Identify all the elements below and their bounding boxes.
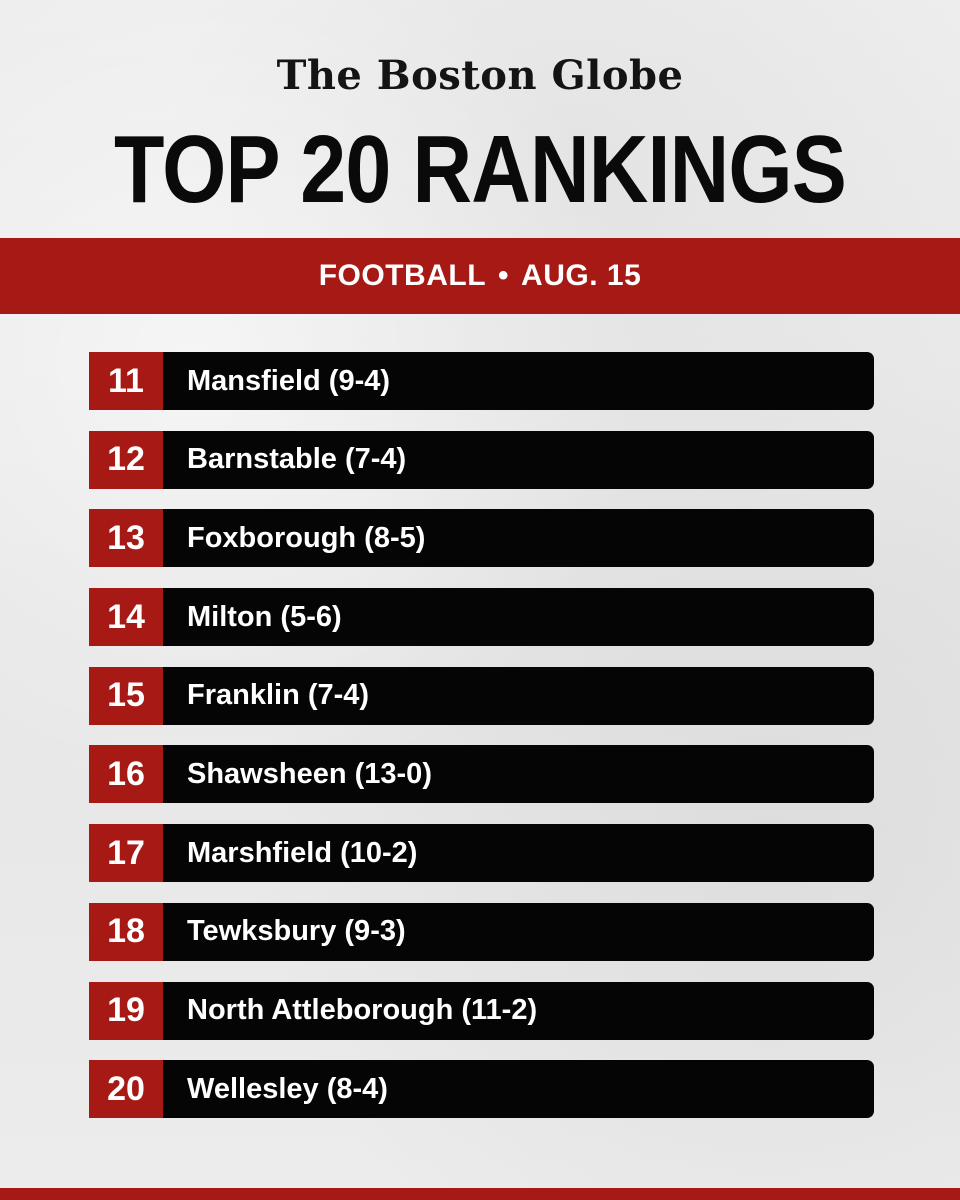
rankings-list: 11 Mansfield (9-4) 12 Barnstable (7-4) 1…	[89, 352, 874, 1139]
team-record: Foxborough (8-5)	[163, 509, 874, 568]
band-label: FOOTBALL • AUG. 15	[319, 259, 642, 293]
ranking-row: 13 Foxborough (8-5)	[89, 509, 874, 568]
team-record: Milton (5-6)	[163, 588, 874, 647]
rank-number: 17	[89, 824, 163, 883]
band-separator: •	[498, 259, 510, 292]
ranking-row: 15 Franklin (7-4)	[89, 666, 874, 725]
rank-number: 14	[89, 588, 163, 647]
team-record: Wellesley (8-4)	[163, 1060, 874, 1119]
team-record: Barnstable (7-4)	[163, 430, 874, 489]
rank-number: 13	[89, 509, 163, 568]
ranking-row: 14 Milton (5-6)	[89, 588, 874, 647]
page-title: TOP 20 RANKINGS	[114, 116, 847, 223]
ranking-row: 16 Shawsheen (13-0)	[89, 745, 874, 804]
rank-number: 12	[89, 430, 163, 489]
ranking-row: 18 Tewksbury (9-3)	[89, 902, 874, 961]
rank-number: 19	[89, 981, 163, 1040]
team-record: Mansfield (9-4)	[163, 352, 874, 410]
ranking-row: 20 Wellesley (8-4)	[89, 1060, 874, 1119]
sport-label: FOOTBALL	[318, 259, 487, 292]
bottom-accent-bar	[0, 1188, 960, 1200]
team-record: North Attleborough (11-2)	[163, 981, 874, 1040]
ranking-row: 11 Mansfield (9-4)	[89, 352, 874, 410]
rank-number: 20	[89, 1060, 163, 1119]
team-record: Marshfield (10-2)	[163, 824, 874, 883]
ranking-row: 12 Barnstable (7-4)	[89, 430, 874, 489]
rank-number: 16	[89, 745, 163, 804]
rank-number: 11	[89, 352, 163, 410]
masthead-logo: The Boston Globe	[276, 52, 684, 99]
rank-number: 15	[89, 666, 163, 725]
sport-date-band: FOOTBALL • AUG. 15	[0, 238, 960, 314]
date-label: AUG. 15	[521, 259, 642, 292]
rank-number: 18	[89, 902, 163, 961]
team-record: Shawsheen (13-0)	[163, 745, 874, 804]
team-record: Tewksbury (9-3)	[163, 902, 874, 961]
ranking-row: 19 North Attleborough (11-2)	[89, 981, 874, 1040]
team-record: Franklin (7-4)	[163, 666, 874, 725]
ranking-row: 17 Marshfield (10-2)	[89, 824, 874, 883]
